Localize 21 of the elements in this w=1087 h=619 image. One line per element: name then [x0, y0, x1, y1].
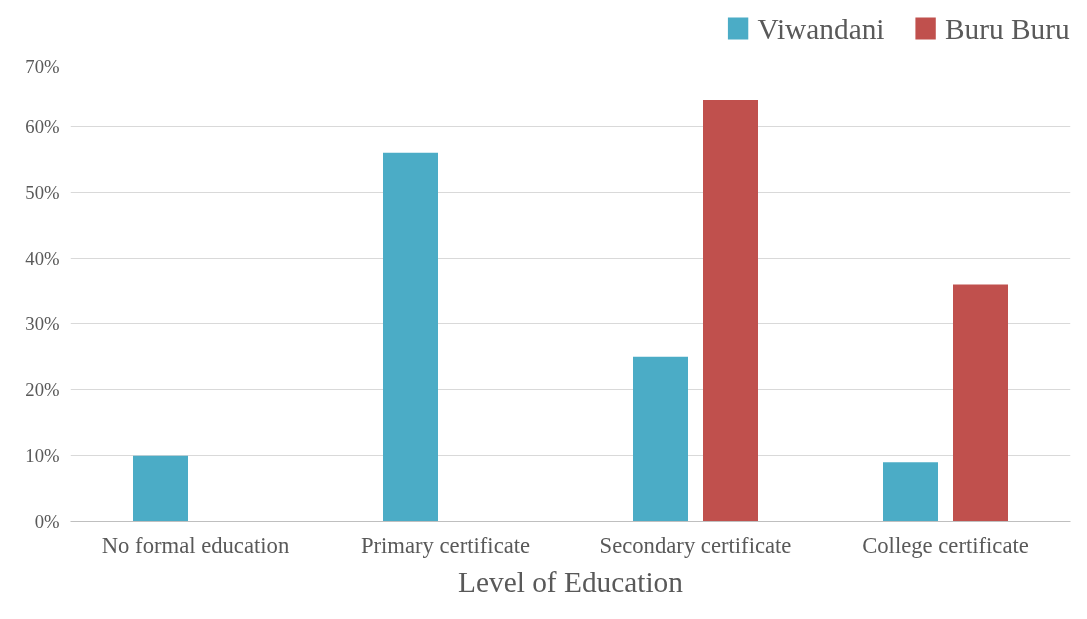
y-tick-label: 60% — [25, 115, 60, 137]
legend-label: Buru Buru — [945, 12, 1071, 45]
x-tick-label: Secondary certificate — [599, 532, 792, 558]
bar — [883, 462, 938, 522]
y-tick-label: 20% — [25, 379, 60, 401]
y-tick-label: 70% — [25, 55, 60, 77]
y-tick-label: 50% — [25, 181, 60, 203]
legend-label: Viwandani — [757, 12, 885, 45]
bar — [383, 152, 438, 522]
y-tick-label: 10% — [25, 445, 60, 467]
y-tick-label: 30% — [25, 313, 60, 335]
bar — [633, 356, 688, 522]
y-tick-label: 40% — [25, 247, 60, 269]
x-tick-label: College certificate — [862, 532, 1029, 558]
y-tick-label: 0% — [34, 511, 60, 532]
x-tick-label: No formal education — [101, 532, 290, 558]
bar — [133, 455, 188, 522]
bar — [703, 100, 758, 522]
bar — [953, 284, 1008, 522]
x-axis-title: Level of Education — [458, 565, 684, 598]
x-tick-label: Primary certificate — [360, 532, 531, 558]
